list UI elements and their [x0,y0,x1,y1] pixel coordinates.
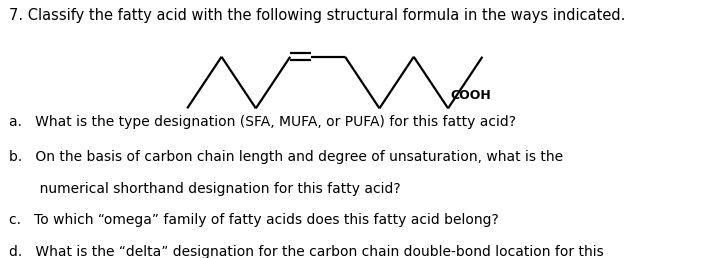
Text: c.   To which “omega” family of fatty acids does this fatty acid belong?: c. To which “omega” family of fatty acid… [9,213,498,227]
Text: numerical shorthand designation for this fatty acid?: numerical shorthand designation for this… [9,182,400,196]
Text: 7. Classify the fatty acid with the following structural formula in the ways ind: 7. Classify the fatty acid with the foll… [9,8,625,23]
Text: a.   What is the type designation (SFA, MUFA, or PUFA) for this fatty acid?: a. What is the type designation (SFA, MU… [9,115,516,129]
Text: COOH: COOH [450,89,491,102]
Text: b.   On the basis of carbon chain length and degree of unsaturation, what is the: b. On the basis of carbon chain length a… [9,150,563,164]
Text: d.   What is the “delta” designation for the carbon chain double-bond location f: d. What is the “delta” designation for t… [9,245,603,258]
